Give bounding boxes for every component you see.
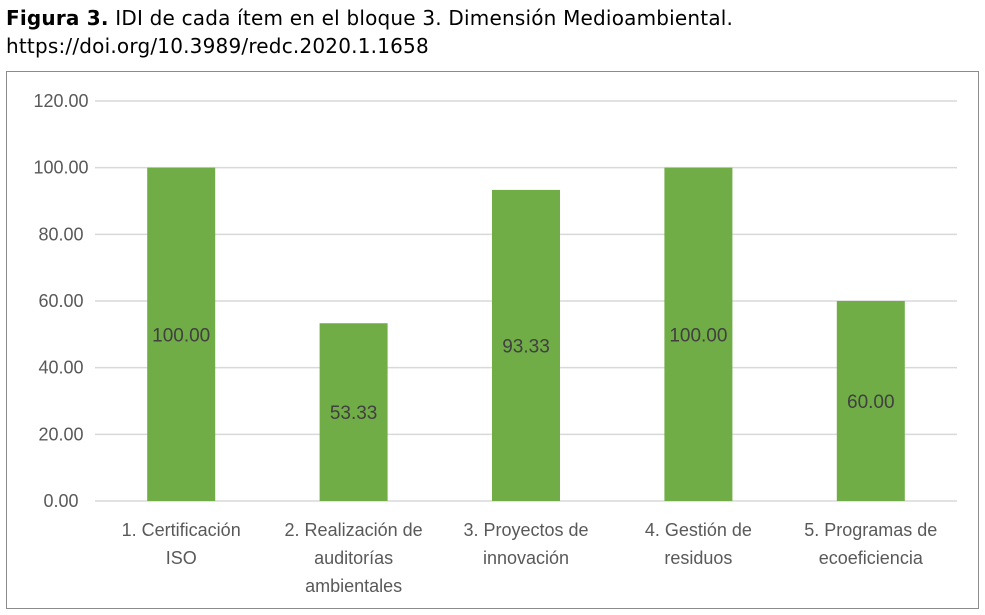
caption-line-1: Figura 3. IDI de cada ítem en el bloque … — [6, 4, 976, 32]
category-label: innovación — [483, 548, 569, 568]
bar-chart: 0.00 20.00 40.00 60.00 80.00 100.00 120.00 100.… — [33, 91, 957, 596]
category-label: ecoeficiencia — [819, 548, 924, 568]
category-label: auditorías — [314, 548, 393, 568]
y-tick-label: 120.00 — [33, 91, 88, 111]
bar — [664, 167, 733, 501]
figure-label: Figura 3. — [6, 6, 109, 30]
y-tick-label: 60.00 — [38, 291, 83, 311]
figure-doi: https://doi.org/10.3989/redc.2020.1.1658 — [6, 34, 429, 58]
y-tick-label: 100.00 — [33, 158, 88, 178]
bar — [492, 189, 560, 501]
y-tick-label: 40.00 — [38, 358, 83, 378]
y-tick-label: 0.00 — [43, 491, 78, 511]
bar — [319, 323, 388, 501]
chart-frame: 0.00 20.00 40.00 60.00 80.00 100.00 120.00 100.… — [6, 71, 979, 609]
data-label: 100.00 — [152, 325, 210, 346]
category-label: 3. Proyectos de — [463, 520, 588, 540]
category-label: 5. Programas de — [804, 520, 937, 540]
category-label: residuos — [664, 548, 732, 568]
category-label: 4. Gestión de — [645, 520, 752, 540]
category-label: 2. Realización de — [285, 520, 423, 540]
data-label: 93.33 — [502, 336, 550, 357]
category-label: ISO — [166, 548, 197, 568]
figure-caption: Figura 3. IDI de cada ítem en el bloque … — [6, 4, 976, 60]
y-tick-label: 80.00 — [38, 224, 83, 244]
data-label: 100.00 — [669, 325, 727, 346]
category-label: ambientales — [305, 576, 402, 596]
data-label: 60.00 — [847, 392, 895, 413]
bar — [836, 301, 905, 501]
data-label: 53.33 — [330, 403, 378, 424]
category-label: 1. Certificación — [122, 520, 241, 540]
y-tick-label: 20.00 — [38, 424, 83, 444]
figure-title: IDI de cada ítem en el bloque 3. Dimensi… — [108, 6, 734, 30]
bar — [147, 167, 216, 501]
